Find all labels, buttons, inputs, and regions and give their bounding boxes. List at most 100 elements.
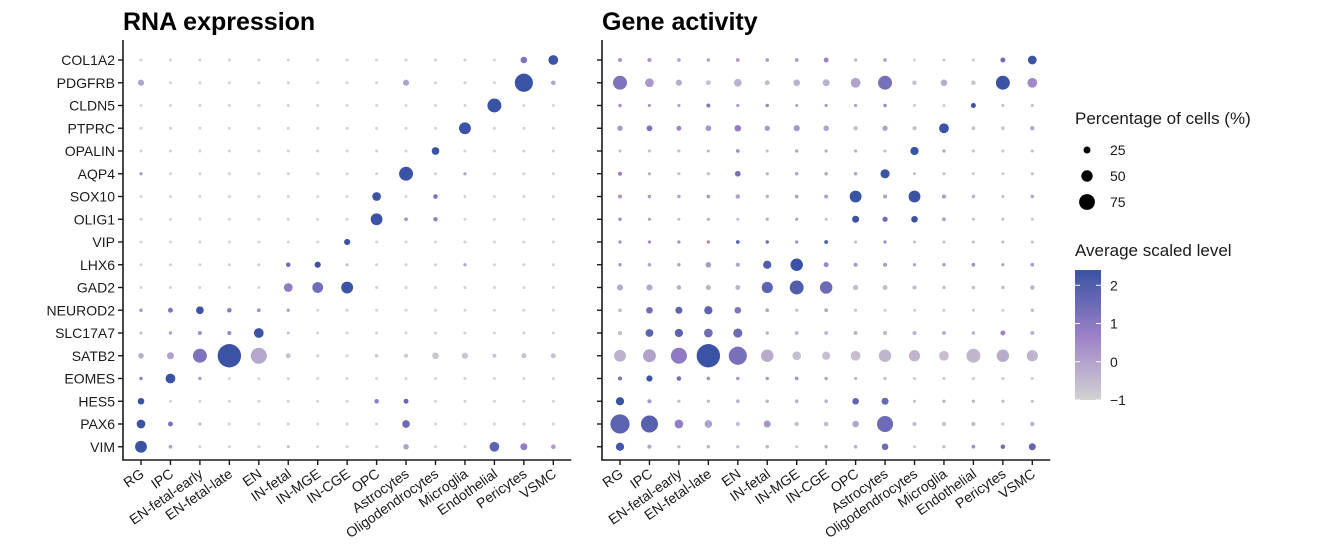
dot <box>706 376 711 381</box>
dot <box>824 149 828 153</box>
dot <box>706 58 711 62</box>
dot <box>970 103 976 108</box>
dot <box>551 240 555 244</box>
dot <box>1001 172 1005 176</box>
dot <box>463 376 467 381</box>
dot <box>375 308 379 312</box>
dot <box>1000 57 1006 63</box>
dot <box>433 263 438 267</box>
dot <box>403 398 409 404</box>
dot <box>971 285 976 290</box>
dot <box>734 306 742 314</box>
dot <box>316 81 320 85</box>
y-tick-label: VIP <box>92 234 115 250</box>
dot <box>1030 194 1035 199</box>
dot <box>1030 149 1034 153</box>
dot <box>1001 376 1005 381</box>
dot <box>1030 262 1035 267</box>
dot <box>1030 240 1034 244</box>
dot <box>615 442 625 451</box>
dot <box>257 399 261 403</box>
dot <box>765 172 769 176</box>
dot <box>824 331 829 335</box>
dot <box>675 306 683 314</box>
dot <box>733 78 742 87</box>
dot <box>676 285 682 290</box>
dot <box>168 58 172 62</box>
dot <box>374 354 379 358</box>
dot <box>617 194 623 199</box>
dot <box>765 376 769 381</box>
dot <box>647 240 652 244</box>
dot <box>522 240 526 244</box>
dot <box>677 149 681 153</box>
dot <box>824 172 828 176</box>
dot <box>617 376 623 381</box>
dot <box>705 80 711 86</box>
dot <box>618 240 622 244</box>
dot <box>433 445 438 449</box>
dot <box>257 149 261 153</box>
dot <box>375 81 379 85</box>
y-tick-label: HES5 <box>78 393 115 409</box>
y-tick-label: EOMES <box>64 371 115 387</box>
dot <box>168 399 172 403</box>
legend-size-dot <box>1083 146 1091 154</box>
dot <box>850 350 861 361</box>
dot <box>618 263 622 267</box>
dot <box>139 103 143 108</box>
dot <box>853 330 858 336</box>
dot <box>257 376 261 381</box>
colorbar <box>1075 270 1101 400</box>
dot <box>942 58 946 62</box>
dot <box>551 149 555 153</box>
dot <box>522 194 526 199</box>
dot <box>995 75 1010 90</box>
dot <box>614 349 626 362</box>
legend-color-title: Average scaled level <box>1075 241 1232 260</box>
dot <box>316 240 320 244</box>
dot <box>912 58 917 62</box>
dot <box>551 285 555 290</box>
dot <box>492 217 496 221</box>
dot <box>677 399 681 403</box>
dot <box>670 347 687 364</box>
dot <box>433 240 438 244</box>
dot <box>374 399 379 404</box>
dot <box>761 349 774 362</box>
dot <box>971 376 975 381</box>
dot <box>675 79 682 86</box>
dot <box>853 262 858 267</box>
dot <box>794 331 799 335</box>
dot <box>433 58 438 62</box>
dot <box>735 240 740 244</box>
dot <box>877 415 894 433</box>
dot <box>647 399 652 404</box>
dot <box>316 103 320 108</box>
dot <box>198 103 202 108</box>
dot <box>492 263 496 267</box>
dot <box>677 445 681 449</box>
dot <box>996 349 1010 362</box>
dot <box>765 58 770 62</box>
dot <box>253 328 264 338</box>
dot <box>912 330 917 336</box>
dot <box>910 146 919 156</box>
dot <box>198 172 202 176</box>
dot <box>735 421 740 427</box>
dot <box>1030 285 1035 290</box>
y-tick-label: SATB2 <box>72 348 116 364</box>
dot <box>404 263 408 267</box>
dot <box>167 421 173 427</box>
dot <box>286 172 290 176</box>
dot <box>696 344 721 368</box>
dot <box>168 194 172 199</box>
y-tick-label: LHX6 <box>80 257 115 273</box>
dot <box>1000 444 1006 449</box>
dot <box>551 172 555 176</box>
dot <box>404 285 408 290</box>
dot <box>616 284 624 291</box>
dot <box>824 399 828 404</box>
dot <box>522 308 526 312</box>
dot <box>139 263 143 267</box>
